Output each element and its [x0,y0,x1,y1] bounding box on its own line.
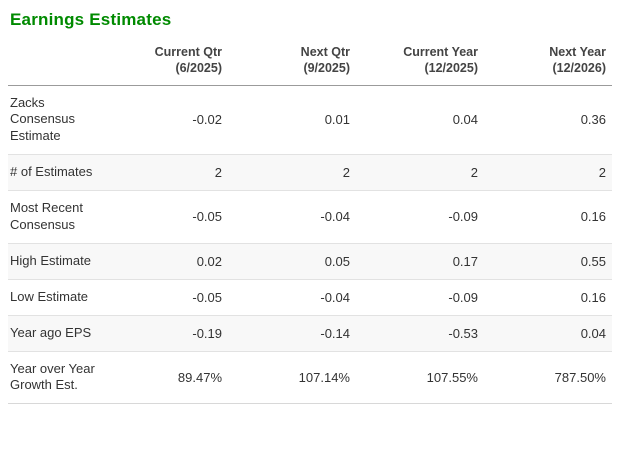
header-empty-cell [8,40,100,86]
row-label: # of Estimates [8,154,100,192]
row-label: Low Estimate [8,279,100,316]
table-row: High Estimate 0.02 0.05 0.17 0.55 [8,243,612,280]
column-header-label: Current Year [403,45,478,59]
table-cell: -0.09 [356,190,484,244]
table-cell: 2 [356,154,484,192]
row-label: Year over Year Growth Est. [8,351,100,405]
table-cell: 0.01 [228,85,356,156]
table-row: Zacks Consensus Estimate -0.02 0.01 0.04… [8,85,612,156]
column-header-next-year: Next Year (12/2026) [484,40,612,86]
table-cell: 0.36 [484,85,612,156]
table-cell: 0.04 [356,85,484,156]
column-header-next-qtr: Next Qtr (9/2025) [228,40,356,86]
table-cell: -0.14 [228,315,356,352]
table-cell: 0.55 [484,243,612,280]
table-cell: 0.04 [484,315,612,352]
table-row: Low Estimate -0.05 -0.04 -0.09 0.16 [8,279,612,316]
table-cell: -0.09 [356,279,484,316]
row-label: Zacks Consensus Estimate [8,85,100,156]
table-cell: 89.47% [100,351,228,405]
table-cell: 107.55% [356,351,484,405]
row-label: Year ago EPS [8,315,100,352]
table-cell: 0.16 [484,190,612,244]
column-header-label: Current Qtr [154,45,222,59]
table-cell: 107.14% [228,351,356,405]
table-cell: -0.05 [100,190,228,244]
earnings-estimates-table: Current Qtr (6/2025) Next Qtr (9/2025) C… [8,40,612,405]
table-cell: 2 [100,154,228,192]
table-cell: -0.05 [100,279,228,316]
table-row: Year ago EPS -0.19 -0.14 -0.53 0.04 [8,315,612,352]
row-label: Most Recent Consensus [8,190,100,244]
table-cell: 0.16 [484,279,612,316]
table-cell: 2 [484,154,612,192]
table-cell: -0.04 [228,279,356,316]
table-row: Year over Year Growth Est. 89.47% 107.14… [8,351,612,405]
table-cell: -0.02 [100,85,228,156]
column-header-current-year: Current Year (12/2025) [356,40,484,86]
table-cell: -0.04 [228,190,356,244]
table-cell: 787.50% [484,351,612,405]
table-cell: 0.02 [100,243,228,280]
table-cell: -0.19 [100,315,228,352]
column-header-period: (9/2025) [303,61,350,76]
column-header-period: (6/2025) [175,61,222,76]
table-cell: 2 [228,154,356,192]
earnings-estimates-widget: Earnings Estimates Current Qtr (6/2025) … [0,10,620,405]
row-label: High Estimate [8,243,100,280]
column-header-current-qtr: Current Qtr (6/2025) [100,40,228,86]
table-cell: -0.53 [356,315,484,352]
column-header-label: Next Qtr [300,45,350,59]
page-title: Earnings Estimates [10,10,172,29]
table-cell: 0.05 [228,243,356,280]
table-row: # of Estimates 2 2 2 2 [8,154,612,192]
table-header-row: Current Qtr (6/2025) Next Qtr (9/2025) C… [8,40,612,86]
column-header-period: (12/2025) [424,61,478,76]
column-header-label: Next Year [549,45,606,59]
table-cell: 0.17 [356,243,484,280]
column-header-period: (12/2026) [552,61,606,76]
table-row: Most Recent Consensus -0.05 -0.04 -0.09 … [8,190,612,244]
